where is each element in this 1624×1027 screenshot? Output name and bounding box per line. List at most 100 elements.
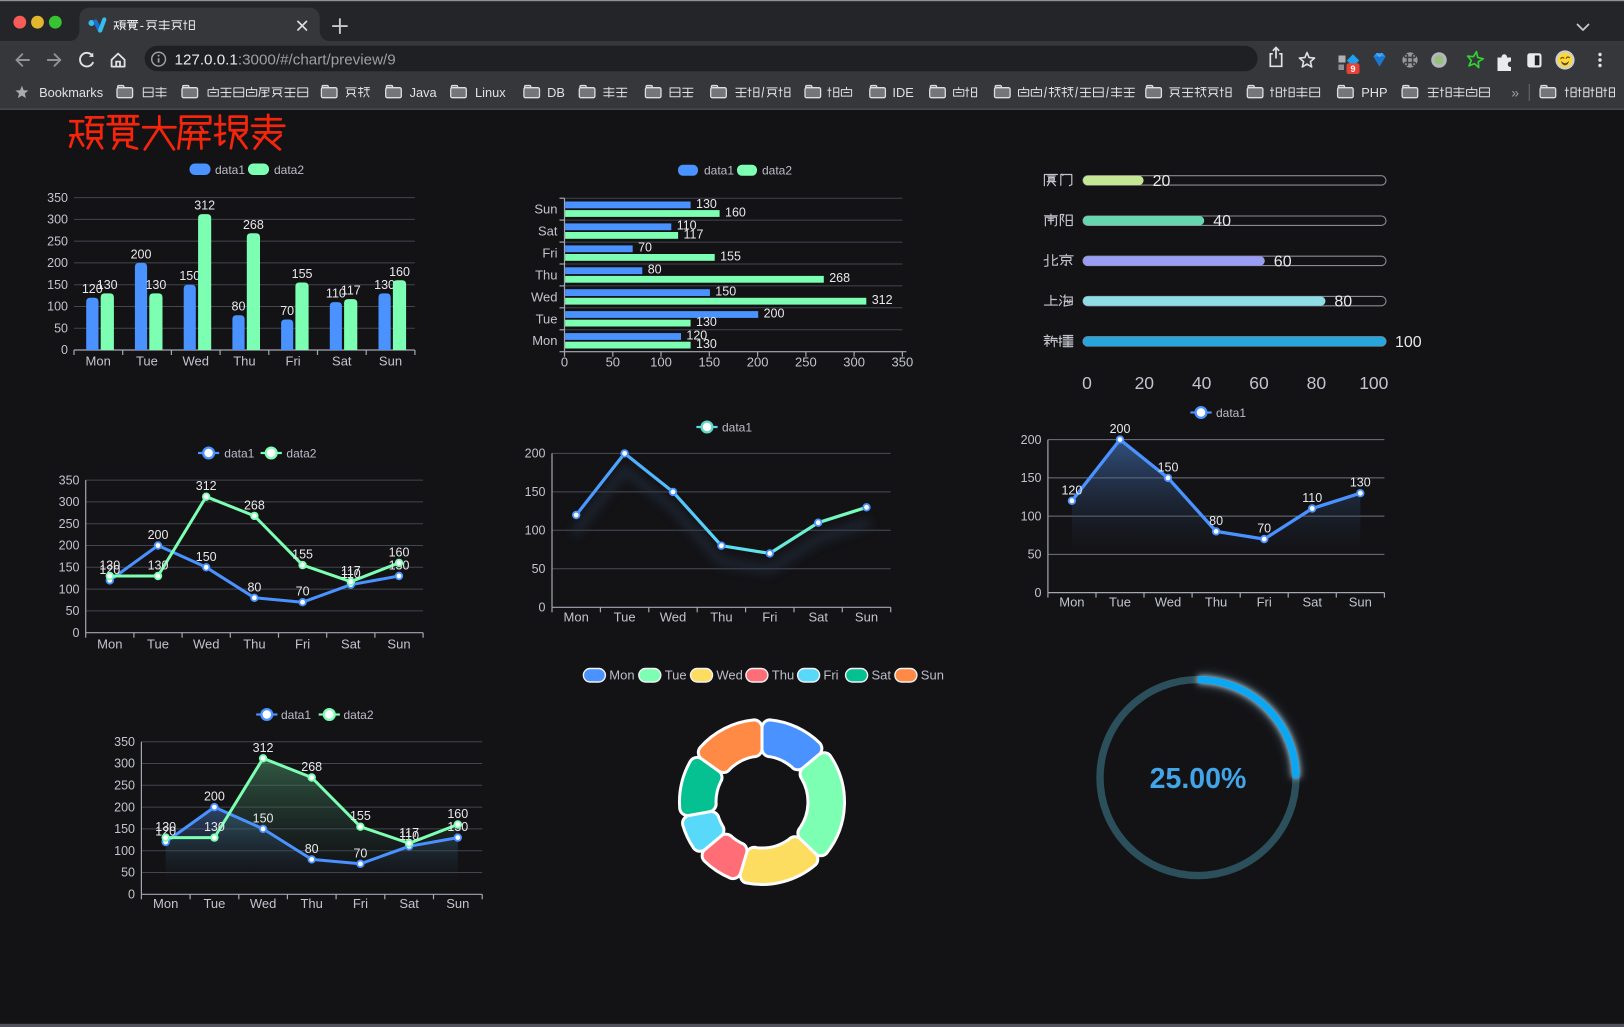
svg-text:Sun: Sun: [446, 896, 469, 911]
svg-text:300: 300: [114, 757, 135, 771]
svg-text:60: 60: [1274, 253, 1292, 270]
svg-text:60: 60: [1249, 373, 1269, 393]
svg-text:300: 300: [59, 495, 80, 509]
svg-text:»: »: [1511, 85, 1519, 101]
svg-text:200: 200: [114, 800, 135, 814]
svg-text:Thu: Thu: [300, 896, 322, 911]
svg-text:DB: DB: [547, 85, 565, 100]
svg-text:312: 312: [196, 479, 217, 493]
svg-text:100: 100: [1395, 334, 1422, 351]
svg-text:Thu: Thu: [1205, 595, 1227, 610]
svg-text:130: 130: [148, 559, 169, 573]
svg-text:250: 250: [795, 355, 817, 370]
svg-text:200: 200: [59, 539, 80, 553]
svg-text:Tue: Tue: [136, 354, 158, 369]
svg-text:80: 80: [305, 842, 319, 856]
svg-text:Wed: Wed: [1155, 595, 1182, 610]
svg-text:155: 155: [292, 548, 313, 562]
svg-text:20: 20: [1135, 373, 1155, 393]
svg-text:312: 312: [194, 199, 215, 213]
svg-text:50: 50: [54, 321, 68, 335]
svg-text:Wed: Wed: [193, 637, 220, 652]
svg-text:200: 200: [148, 528, 169, 542]
svg-text:200: 200: [204, 790, 225, 804]
svg-text:Wed: Wed: [250, 896, 277, 911]
svg-text:110: 110: [1302, 491, 1322, 505]
svg-text:Mon: Mon: [97, 637, 122, 652]
svg-text:117: 117: [399, 826, 419, 840]
svg-text:155: 155: [292, 267, 313, 281]
svg-text:200: 200: [1021, 433, 1042, 447]
svg-text:127.0.0.1:3000/#/chart/preview: 127.0.0.1:3000/#/chart/preview/9: [175, 52, 396, 69]
svg-text:110: 110: [399, 829, 419, 843]
svg-text:80: 80: [232, 300, 246, 314]
svg-text:Fri: Fri: [353, 896, 368, 911]
svg-text:Thu: Thu: [772, 668, 794, 683]
svg-text:117: 117: [684, 227, 704, 241]
svg-text:155: 155: [350, 809, 371, 823]
svg-text:Tue: Tue: [1109, 595, 1131, 610]
svg-text:160: 160: [447, 807, 468, 821]
svg-text:160: 160: [389, 265, 410, 279]
svg-text:120: 120: [155, 825, 176, 839]
svg-text:80: 80: [247, 580, 261, 594]
svg-text:50: 50: [121, 866, 135, 880]
svg-text:25.00%: 25.00%: [1150, 763, 1247, 795]
svg-text:Sun: Sun: [1349, 595, 1372, 610]
svg-text:Java: Java: [410, 85, 438, 100]
svg-text:0: 0: [73, 626, 80, 640]
svg-text:150: 150: [1021, 471, 1042, 485]
svg-text:120: 120: [82, 282, 103, 296]
svg-text:130: 130: [204, 820, 225, 834]
svg-text:160: 160: [725, 205, 746, 219]
svg-text:70: 70: [296, 585, 310, 599]
svg-text:130: 130: [155, 820, 176, 834]
svg-text:Sat: Sat: [1302, 595, 1322, 610]
svg-text:Tue: Tue: [203, 896, 225, 911]
svg-text:130: 130: [696, 337, 717, 351]
svg-text:0: 0: [1082, 373, 1092, 393]
svg-text:data1: data1: [215, 163, 245, 177]
svg-text:268: 268: [244, 498, 265, 512]
svg-text:350: 350: [114, 735, 135, 749]
svg-text:data2: data2: [344, 708, 374, 722]
svg-text:200: 200: [525, 447, 546, 461]
svg-text:Tue: Tue: [614, 610, 636, 625]
svg-text:Fri: Fri: [762, 610, 777, 625]
svg-text:PHP: PHP: [1361, 85, 1387, 100]
svg-text:Tue: Tue: [147, 637, 169, 652]
svg-text:250: 250: [114, 779, 135, 793]
svg-text:Fri: Fri: [286, 354, 301, 369]
svg-text:100: 100: [47, 300, 68, 314]
svg-text:0: 0: [561, 355, 568, 370]
svg-text:150: 150: [114, 822, 135, 836]
svg-text:Bookmarks: Bookmarks: [39, 85, 103, 100]
svg-text:Fri: Fri: [295, 637, 310, 652]
svg-text:200: 200: [747, 355, 769, 370]
svg-text:100: 100: [1021, 509, 1042, 523]
svg-text:155: 155: [720, 249, 741, 263]
svg-text:Thu: Thu: [243, 637, 265, 652]
svg-text:50: 50: [66, 604, 80, 618]
svg-text:130: 130: [374, 278, 395, 292]
svg-text:Mon: Mon: [564, 610, 589, 625]
svg-text:150: 150: [698, 355, 720, 370]
svg-text:9: 9: [1350, 64, 1355, 74]
svg-text:data2: data2: [274, 163, 304, 177]
svg-text:117: 117: [341, 284, 361, 298]
svg-text:Wed: Wed: [716, 668, 743, 683]
svg-text:data1: data1: [1216, 406, 1246, 420]
svg-text:150: 150: [179, 269, 200, 283]
svg-text:Tue: Tue: [536, 311, 558, 326]
svg-text:350: 350: [892, 355, 914, 370]
svg-text:Fri: Fri: [823, 668, 838, 683]
svg-text:120: 120: [99, 563, 120, 577]
svg-text:data2: data2: [762, 164, 792, 178]
svg-text:350: 350: [59, 473, 80, 487]
svg-text:200: 200: [47, 256, 68, 270]
svg-text:70: 70: [353, 846, 367, 860]
svg-text:Thu: Thu: [535, 267, 557, 282]
svg-text:data1: data1: [722, 420, 752, 434]
svg-text:Sun: Sun: [534, 202, 557, 217]
svg-text:Sun: Sun: [379, 354, 402, 369]
